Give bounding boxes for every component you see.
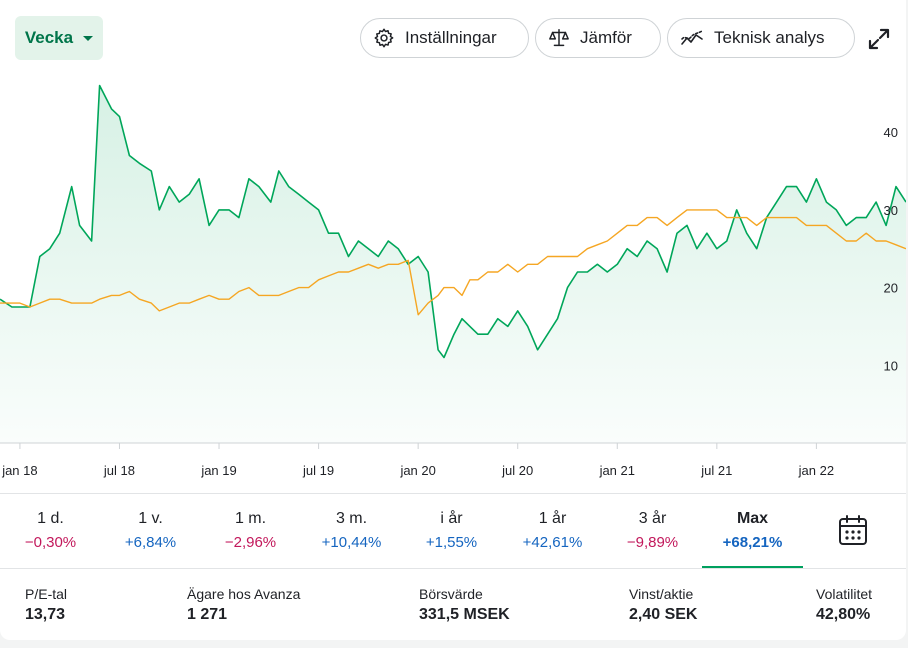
chevron-down-icon: [83, 35, 94, 41]
period-ytd[interactable]: i år +1,55%: [401, 494, 502, 568]
figure-value: 331,5 MSEK: [419, 606, 510, 623]
period-value: −9,89%: [626, 534, 679, 551]
period-1w[interactable]: 1 v. +6,84%: [100, 494, 201, 568]
figure-label: Vinst/aktie: [629, 586, 694, 602]
series-line-compare: [0, 209, 906, 316]
period-label: 1 d.: [37, 510, 64, 527]
y-tick-label: 10: [884, 358, 898, 373]
calendar-icon[interactable]: [838, 514, 868, 546]
settings-label: Inställningar: [405, 28, 497, 47]
period-label: Max: [736, 510, 769, 527]
series-line-primary: [0, 84, 906, 359]
period-value: −2,96%: [224, 534, 277, 551]
x-tick-label: jan 22: [798, 463, 834, 478]
figure-eps: Vinst/aktie 2,40 SEK: [629, 586, 697, 624]
period-max[interactable]: Max +68,21%: [702, 494, 803, 568]
scale-icon: [549, 29, 569, 47]
x-tick-label: jan 19: [200, 463, 236, 478]
figure-label: Börsvärde: [419, 586, 483, 602]
figure-owners: Ägare hos Avanza 1 271: [187, 586, 300, 624]
technical-analysis-button[interactable]: Teknisk analys: [667, 18, 855, 58]
figure-label: Volatilitet: [816, 586, 873, 602]
compare-label: Jämför: [580, 28, 632, 47]
period-value: +6,84%: [124, 534, 177, 551]
period-value: +68,21%: [722, 534, 783, 551]
period-label: 1 år: [538, 510, 567, 527]
technical-analysis-label: Teknisk analys: [714, 28, 825, 47]
gear-icon: [374, 28, 394, 48]
period-value: +10,44%: [321, 534, 382, 551]
settings-button[interactable]: Inställningar: [360, 18, 529, 58]
figure-value: 1 271: [187, 606, 228, 623]
x-tick-label: jan 21: [599, 463, 635, 478]
price-chart[interactable]: jan 18 jul 18 jan 19 jul 19 jan 20 jul 20 jan …: [0, 60, 906, 492]
x-tick-label: jan 20: [399, 463, 435, 478]
key-figures-row: P/E-tal 13,73 Ägare hos Avanza 1 271 Bör…: [0, 568, 906, 641]
interval-dropdown[interactable]: Vecka: [15, 16, 103, 60]
figure-value: 2,40 SEK: [629, 606, 698, 623]
period-1y[interactable]: 1 år +42,61%: [502, 494, 603, 568]
trend-line-icon: [681, 30, 703, 45]
period-label: i år: [440, 510, 463, 527]
expand-icon[interactable]: [866, 26, 892, 52]
x-tick-label: jul 18: [103, 463, 135, 478]
period-label: 3 m.: [335, 510, 368, 527]
period-value: −0,30%: [24, 534, 77, 551]
series-area-fill: [0, 85, 906, 443]
y-tick-label: 40: [884, 125, 898, 140]
period-3m[interactable]: 3 m. +10,44%: [301, 494, 402, 568]
x-tick-label: jul 20: [501, 463, 533, 478]
period-label: 3 år: [638, 510, 667, 527]
x-tick-label: jan 18: [1, 463, 37, 478]
period-value: +42,61%: [522, 534, 583, 551]
y-tick-label: 20: [884, 281, 898, 296]
figure-value: 42,80%: [816, 606, 871, 623]
x-tick-label: jul 21: [700, 463, 732, 478]
x-tick-label: jul 19: [302, 463, 334, 478]
compare-button[interactable]: Jämför: [535, 18, 661, 58]
interval-dropdown-label: Vecka: [24, 28, 74, 47]
figure-label: P/E-tal: [25, 586, 68, 602]
period-value: +1,55%: [425, 534, 478, 551]
figure-market-cap: Börsvärde 331,5 MSEK: [419, 586, 510, 624]
period-label: 1 m.: [234, 510, 267, 527]
figure-value: 13,73: [25, 606, 66, 623]
figure-volatility: Volatilitet 42,80%: [816, 586, 872, 624]
figure-pe: P/E-tal 13,73: [25, 586, 67, 624]
period-returns-row: 1 d. −0,30% 1 v. +6,84% 1 m. −2,96% 3 m.…: [0, 493, 906, 569]
figure-label: Ägare hos Avanza: [187, 586, 301, 602]
period-1d[interactable]: 1 d. −0,30%: [0, 494, 101, 568]
period-3y[interactable]: 3 år −9,89%: [602, 494, 703, 568]
period-1m[interactable]: 1 m. −2,96%: [200, 494, 301, 568]
y-tick-label: 30: [884, 203, 898, 218]
period-label: 1 v.: [138, 510, 163, 527]
